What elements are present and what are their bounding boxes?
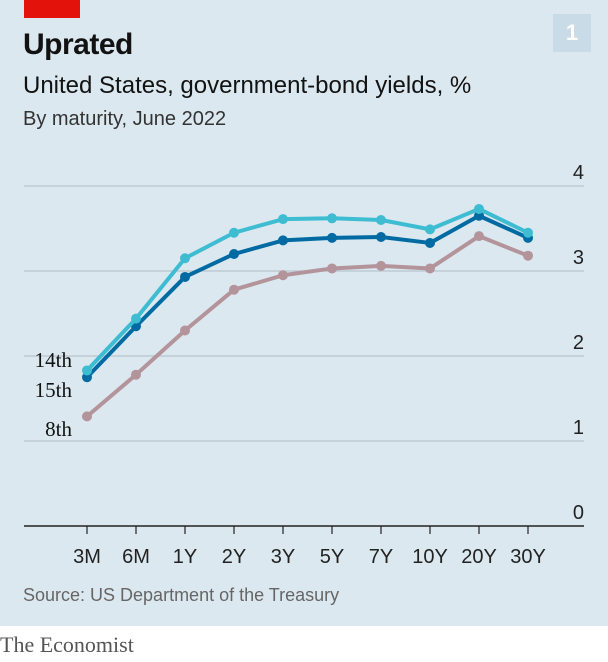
publisher-logo: The Economist [0, 632, 134, 657]
data-point-8th [229, 284, 239, 295]
x-tick-label: 20Y [461, 546, 497, 568]
chart-subtitle: United States, government-bond yields, % [23, 72, 472, 99]
x-tick-label: 5Y [320, 546, 344, 568]
data-point-15th [229, 249, 239, 259]
y-tick-label: 4 [573, 162, 584, 184]
y-tick-labels: 0 1 2 3 4 [573, 162, 584, 524]
data-point-8th [327, 263, 337, 274]
data-point-14th [82, 365, 92, 376]
data-point-14th [474, 203, 484, 214]
y-tick-label: 1 [573, 417, 584, 439]
x-tick-label: 10Y [412, 546, 448, 568]
x-tick-label: 30Y [510, 546, 546, 568]
data-point-14th [376, 215, 386, 225]
data-point-14th [523, 227, 533, 238]
series-layer [82, 203, 533, 422]
data-point-14th [327, 213, 337, 224]
data-point-8th [278, 270, 288, 281]
x-tick-labels: 3M 6M 1Y 2Y 3Y 5Y 7Y 10Y 20Y 30Y [73, 546, 546, 568]
line-chart: 0 1 2 3 4 3M 6M 1Y 2Y 3Y 5Y 7Y 10Y 20Y 30Y 14th 15th 8t… [24, 162, 584, 568]
series-label-15th: 15th [35, 378, 73, 402]
data-point-14th [131, 313, 141, 324]
data-point-8th [180, 325, 190, 336]
chart-note: By maturity, June 2022 [23, 108, 227, 130]
x-tick-label: 6M [122, 546, 150, 568]
y-tick-label: 3 [573, 247, 584, 269]
series-line-14th [85, 206, 530, 373]
series-line-15th [85, 213, 530, 380]
data-point-15th [425, 237, 435, 248]
x-tick-label: 3Y [271, 546, 295, 568]
x-tick-label: 1Y [173, 546, 197, 568]
data-point-14th [229, 227, 239, 238]
data-point-8th [474, 231, 484, 242]
chart-panel [0, 0, 608, 626]
y-tick-label: 2 [573, 332, 584, 354]
data-point-8th [131, 369, 141, 380]
series-labels: 14th 15th 8th [35, 348, 73, 441]
data-point-8th [523, 250, 533, 261]
data-point-15th [180, 271, 190, 282]
x-tick-label: 3M [73, 546, 101, 568]
chart-number-badge: 1 [553, 14, 591, 52]
x-tick-label: 7Y [369, 546, 393, 568]
x-tick-label: 2Y [222, 546, 246, 568]
data-point-15th [327, 232, 337, 243]
data-point-8th [425, 263, 435, 274]
data-point-14th [278, 214, 288, 225]
brand-red-tab [24, 0, 80, 18]
data-point-8th [376, 260, 386, 271]
series-line-8th [85, 234, 530, 419]
y-tick-label: 0 [573, 502, 584, 524]
data-point-15th [376, 232, 386, 242]
data-point-14th [425, 224, 435, 235]
series-label-8th: 8th [45, 417, 72, 441]
series-label-14th: 14th [35, 348, 73, 372]
data-point-8th [82, 411, 92, 422]
chart-title: Uprated [23, 28, 133, 61]
data-point-14th [180, 253, 190, 264]
data-point-15th [278, 235, 288, 246]
source-note: Source: US Department of the Treasury [23, 585, 340, 605]
